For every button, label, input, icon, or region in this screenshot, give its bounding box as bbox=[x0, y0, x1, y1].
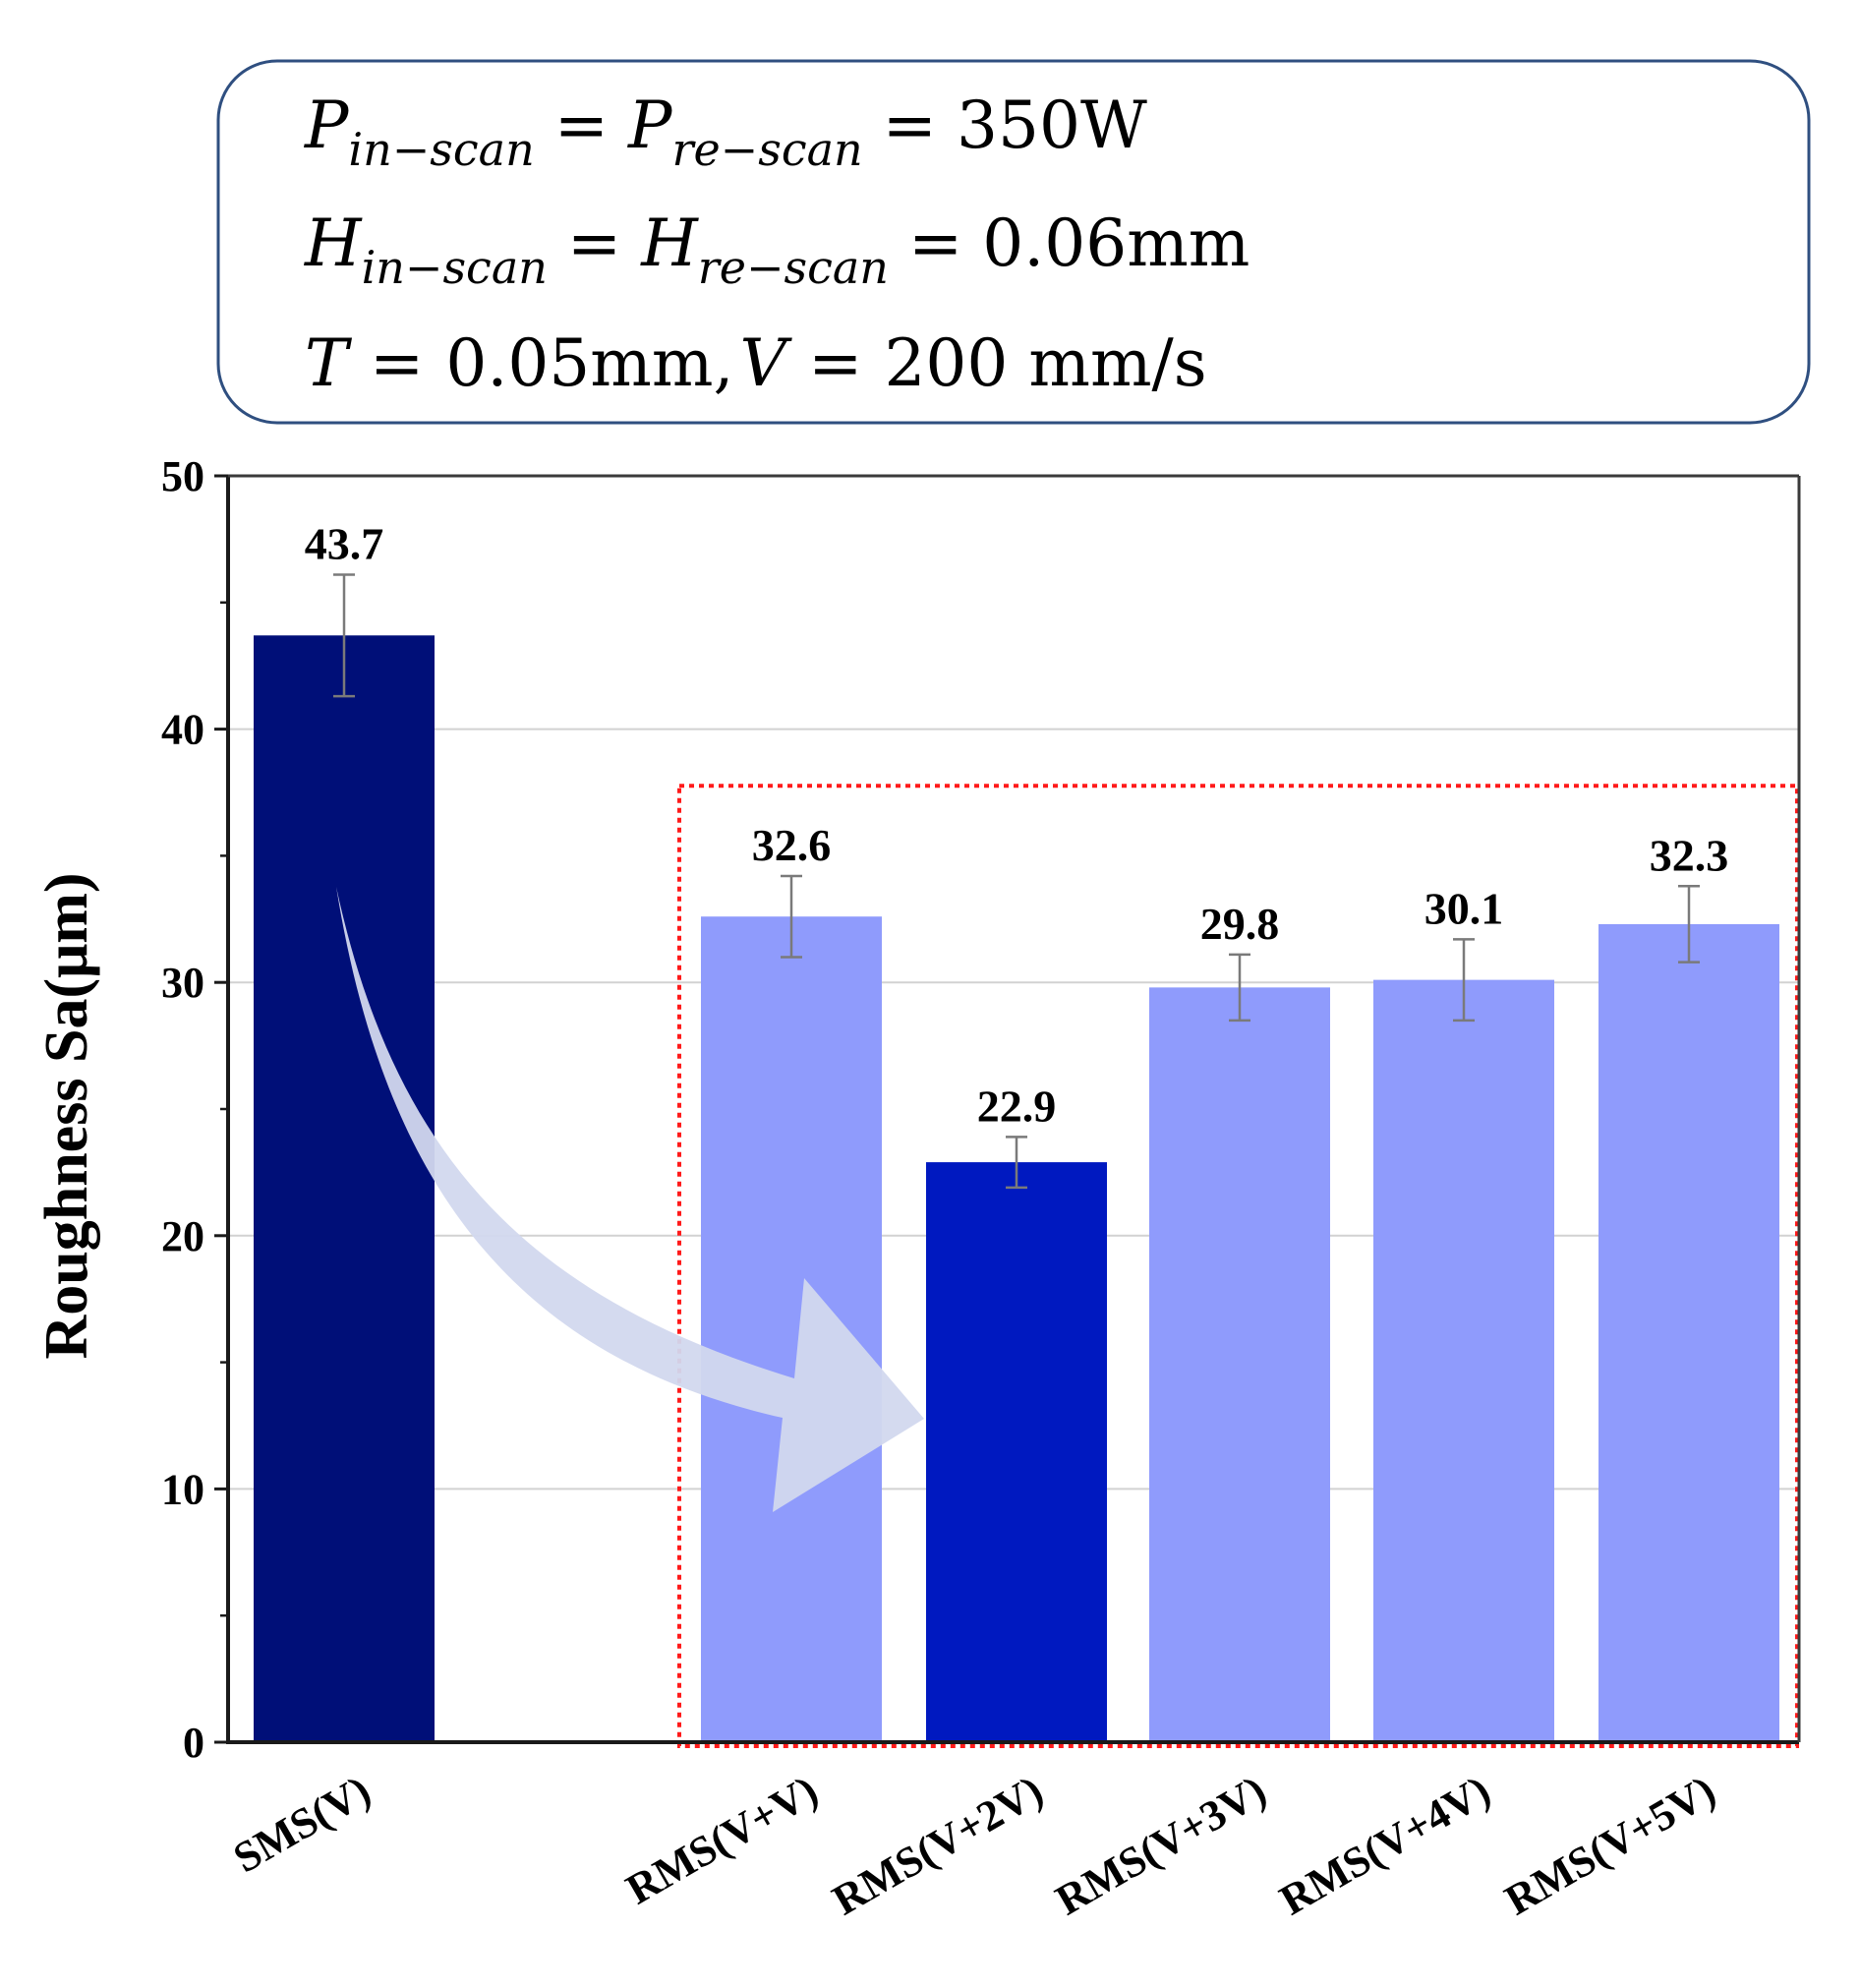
y-tick-label-50: 50 bbox=[161, 452, 204, 500]
x-tick-label-RMS(V+V): RMS(V+V) bbox=[618, 1766, 826, 1913]
bar-RMS(V+2V) bbox=[926, 1162, 1107, 1742]
x-tick-label-RMS(V+5V): RMS(V+5V) bbox=[1497, 1766, 1723, 1924]
error-bar-RMS(V+3V) bbox=[1229, 953, 1250, 1023]
bar-RMS(V+4V) bbox=[1373, 979, 1554, 1742]
highlight-group bbox=[677, 784, 1799, 1748]
x-tick-label-RMS(V+2V): RMS(V+2V) bbox=[825, 1766, 1051, 1924]
y-axis-title: Roughness Sa(μm) bbox=[33, 872, 100, 1359]
x-tick-label-RMS(V+3V): RMS(V+3V) bbox=[1048, 1766, 1274, 1924]
error-bar-SMS(V) bbox=[333, 573, 355, 698]
error-bar-RMS(V+V) bbox=[781, 874, 802, 959]
error-bar-RMS(V+2V) bbox=[1006, 1136, 1027, 1190]
highlight-box bbox=[677, 784, 1799, 1748]
trend-arrow bbox=[336, 887, 924, 1512]
error-bar-RMS(V+4V) bbox=[1453, 938, 1475, 1023]
value-label-RMS(V+4V): 30.1 bbox=[1424, 883, 1504, 933]
x-tick-label-SMS(V): SMS(V) bbox=[225, 1766, 378, 1882]
value-label-RMS(V+2V): 22.9 bbox=[977, 1081, 1057, 1131]
bar-SMS(V) bbox=[254, 635, 435, 1742]
param-line-thickness-velocity: T = 0.05mm,V = 200 mm/s bbox=[305, 325, 1207, 401]
parameter-box-frame bbox=[216, 59, 1811, 425]
value-label-RMS(V+V): 32.6 bbox=[752, 820, 832, 870]
error-bar-RMS(V+5V) bbox=[1678, 885, 1700, 964]
param-line-hatch: Hin−scan = Hre−scan = 0.06mm bbox=[304, 205, 1250, 294]
y-tick-label-10: 10 bbox=[161, 1465, 204, 1513]
x-tick-label-RMS(V+4V): RMS(V+4V) bbox=[1272, 1766, 1498, 1924]
bar-RMS(V+5V) bbox=[1598, 923, 1779, 1742]
parameter-box: Pin−scan = Pre−scan = 350W Hin−scan = Hre−scan… bbox=[216, 59, 1811, 425]
param-line-power: Pin−scan = Pre−scan = 350W bbox=[304, 88, 1147, 176]
bar-RMS(V+V) bbox=[701, 916, 882, 1742]
bar-RMS(V+3V) bbox=[1149, 987, 1330, 1742]
trend-arrow-shape bbox=[336, 887, 924, 1512]
y-tick-label-30: 30 bbox=[161, 959, 204, 1007]
y-tick-label-40: 40 bbox=[161, 706, 204, 754]
value-label-RMS(V+5V): 32.3 bbox=[1650, 830, 1729, 880]
value-label-SMS(V): 43.7 bbox=[305, 518, 384, 568]
y-tick-label-0: 0 bbox=[183, 1719, 204, 1767]
error-bars bbox=[333, 573, 1700, 1190]
value-labels: 43.7 32.6 22.9 29.8 30.1 32.3 bbox=[305, 518, 1729, 1131]
y-tick-label-20: 20 bbox=[161, 1212, 204, 1260]
value-label-RMS(V+3V): 29.8 bbox=[1200, 899, 1280, 949]
bars bbox=[254, 635, 1779, 1742]
